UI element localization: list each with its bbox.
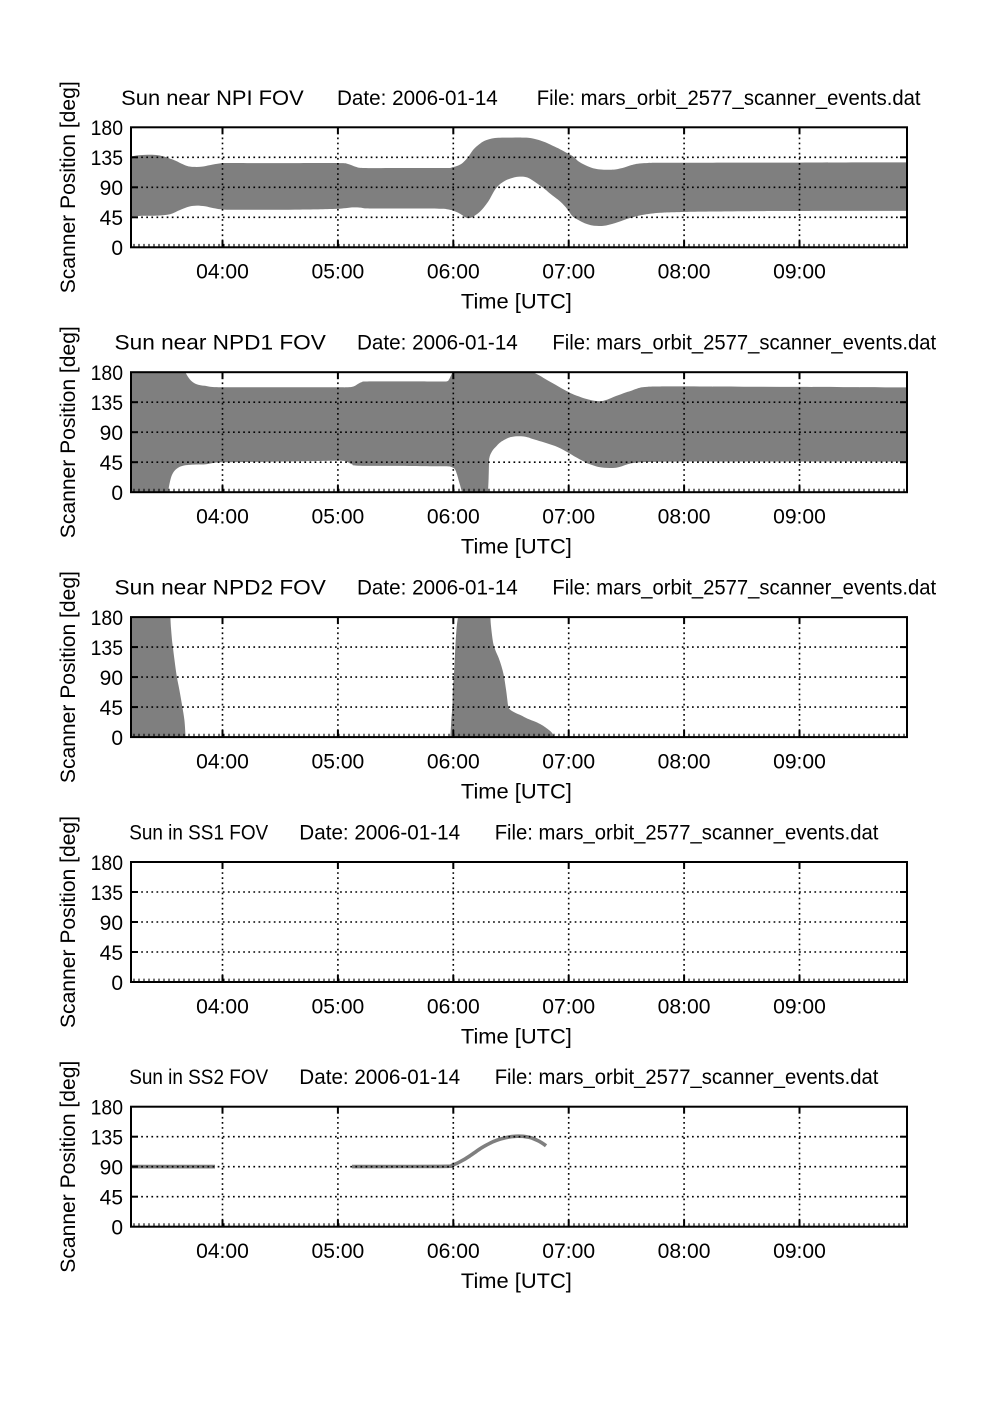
svg-text:Date: 2006-01-14: Date: 2006-01-14: [357, 577, 518, 600]
svg-text:Scanner Position [deg]: Scanner Position [deg]: [57, 571, 80, 783]
svg-text:08:00: 08:00: [658, 995, 711, 1018]
svg-text:0: 0: [111, 727, 123, 750]
svg-text:Sun in SS1 FOV: Sun in SS1 FOV: [129, 822, 268, 845]
svg-text:45: 45: [100, 942, 123, 965]
svg-text:04:00: 04:00: [196, 751, 249, 774]
svg-text:05:00: 05:00: [312, 506, 365, 529]
svg-text:08:00: 08:00: [658, 1240, 711, 1263]
svg-text:0: 0: [111, 237, 123, 260]
svg-text:File: mars_orbit_2577_scanner_: File: mars_orbit_2577_scanner_events.dat: [495, 822, 879, 845]
svg-text:File: mars_orbit_2577_scanner_: File: mars_orbit_2577_scanner_events.dat: [552, 332, 936, 355]
svg-text:90: 90: [100, 1157, 123, 1180]
svg-text:180: 180: [91, 362, 123, 385]
svg-text:90: 90: [100, 177, 123, 200]
svg-text:0: 0: [111, 972, 123, 995]
svg-text:07:00: 07:00: [542, 506, 595, 529]
svg-text:File: mars_orbit_2577_scanner_: File: mars_orbit_2577_scanner_events.dat: [552, 577, 936, 600]
svg-text:07:00: 07:00: [542, 261, 595, 284]
svg-text:Date: 2006-01-14: Date: 2006-01-14: [299, 822, 460, 845]
svg-text:Time [UTC]: Time [UTC]: [461, 291, 572, 314]
svg-text:135: 135: [91, 392, 123, 415]
svg-text:09:00: 09:00: [773, 506, 826, 529]
svg-text:180: 180: [91, 852, 123, 875]
svg-text:09:00: 09:00: [773, 995, 826, 1018]
svg-text:0: 0: [111, 1217, 123, 1240]
svg-text:Scanner Position [deg]: Scanner Position [deg]: [57, 816, 80, 1028]
svg-text:04:00: 04:00: [196, 261, 249, 284]
svg-text:08:00: 08:00: [658, 261, 711, 284]
svg-text:Sun near NPD1 FOV: Sun near NPD1 FOV: [115, 332, 326, 355]
svg-text:Date: 2006-01-14: Date: 2006-01-14: [337, 87, 498, 110]
svg-text:0: 0: [111, 482, 123, 505]
svg-text:04:00: 04:00: [196, 506, 249, 529]
svg-text:45: 45: [100, 697, 123, 720]
svg-text:05:00: 05:00: [312, 1240, 365, 1263]
svg-text:05:00: 05:00: [312, 261, 365, 284]
svg-text:05:00: 05:00: [312, 995, 365, 1018]
svg-text:Time [UTC]: Time [UTC]: [461, 781, 572, 804]
svg-text:180: 180: [91, 607, 123, 630]
svg-text:09:00: 09:00: [773, 751, 826, 774]
svg-text:File: mars_orbit_2577_scanner_: File: mars_orbit_2577_scanner_events.dat: [495, 1066, 879, 1089]
svg-text:135: 135: [91, 637, 123, 660]
svg-text:06:00: 06:00: [427, 261, 480, 284]
svg-text:90: 90: [100, 912, 123, 935]
svg-text:135: 135: [91, 147, 123, 170]
svg-text:180: 180: [91, 1097, 123, 1120]
svg-text:06:00: 06:00: [427, 1240, 480, 1263]
svg-text:Sun near NPD2 FOV: Sun near NPD2 FOV: [115, 577, 326, 600]
svg-text:135: 135: [91, 882, 123, 905]
svg-text:90: 90: [100, 422, 123, 445]
svg-text:Date: 2006-01-14: Date: 2006-01-14: [357, 332, 518, 355]
svg-text:08:00: 08:00: [658, 751, 711, 774]
svg-text:45: 45: [100, 1187, 123, 1210]
svg-text:45: 45: [100, 207, 123, 230]
svg-text:90: 90: [100, 667, 123, 690]
svg-text:04:00: 04:00: [196, 995, 249, 1018]
svg-text:Scanner Position [deg]: Scanner Position [deg]: [57, 1061, 80, 1273]
svg-text:09:00: 09:00: [773, 261, 826, 284]
svg-text:07:00: 07:00: [542, 995, 595, 1018]
svg-text:180: 180: [91, 117, 123, 140]
svg-text:Date: 2006-01-14: Date: 2006-01-14: [299, 1066, 460, 1089]
svg-text:45: 45: [100, 452, 123, 475]
svg-text:06:00: 06:00: [427, 995, 480, 1018]
svg-text:09:00: 09:00: [773, 1240, 826, 1263]
svg-text:04:00: 04:00: [196, 1240, 249, 1263]
svg-text:135: 135: [91, 1127, 123, 1150]
svg-text:Time [UTC]: Time [UTC]: [461, 1025, 572, 1048]
svg-text:Scanner Position [deg]: Scanner Position [deg]: [57, 81, 80, 293]
svg-text:08:00: 08:00: [658, 506, 711, 529]
svg-text:Time [UTC]: Time [UTC]: [461, 1270, 572, 1293]
svg-text:Sun near NPI FOV: Sun near NPI FOV: [121, 87, 304, 110]
svg-text:07:00: 07:00: [542, 1240, 595, 1263]
svg-text:06:00: 06:00: [427, 506, 480, 529]
svg-text:07:00: 07:00: [542, 751, 595, 774]
svg-text:File: mars_orbit_2577_scanner_: File: mars_orbit_2577_scanner_events.dat: [537, 87, 921, 110]
svg-text:Scanner Position [deg]: Scanner Position [deg]: [57, 326, 80, 538]
svg-text:06:00: 06:00: [427, 751, 480, 774]
svg-text:05:00: 05:00: [312, 751, 365, 774]
svg-text:Time [UTC]: Time [UTC]: [461, 536, 572, 559]
svg-text:Sun in SS2 FOV: Sun in SS2 FOV: [129, 1066, 268, 1089]
